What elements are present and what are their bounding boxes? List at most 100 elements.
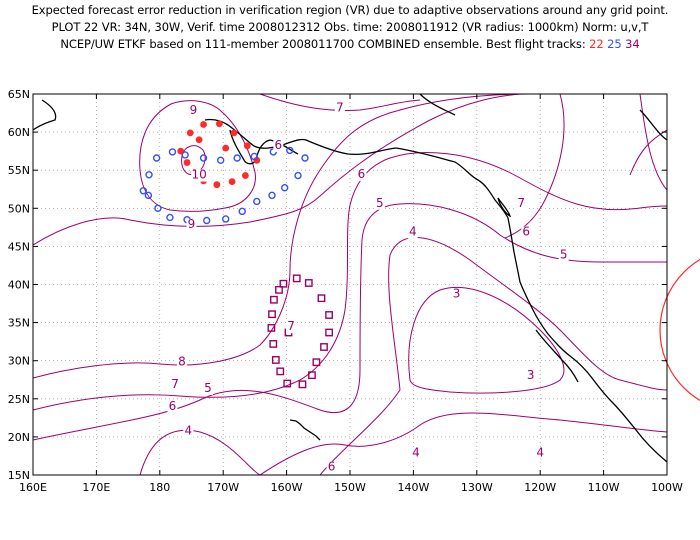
contour-6-west — [33, 152, 667, 411]
lon-tick-label: 120W — [524, 481, 556, 494]
island-vancouver — [497, 197, 512, 218]
lon-tick-label: 130W — [461, 481, 493, 494]
contour-ne-5 — [639, 94, 667, 191]
contour-label: 6 — [275, 138, 283, 152]
contour-label: 7 — [171, 377, 179, 391]
track-22-marker — [241, 172, 249, 179]
track-34-label: 34 — [625, 37, 640, 51]
track-25-marker — [253, 197, 261, 206]
track-22-marker — [228, 178, 236, 186]
header-line-1: Expected forecast error reduction in ver… — [31, 3, 669, 17]
track-25-marker — [269, 148, 277, 156]
track-34-marker — [271, 356, 280, 364]
lon-tick-label: 160W — [271, 481, 303, 494]
contour-lines — [33, 94, 667, 475]
track-22-marker — [253, 156, 261, 164]
track-25-marker — [152, 154, 161, 162]
track-25-label: 25 — [607, 37, 622, 51]
track-34-marker — [275, 285, 283, 294]
contour-label-bg — [410, 447, 421, 460]
lat-tick-label: 40N — [8, 279, 30, 292]
track-22-marker — [186, 129, 194, 137]
contour-ne-7 — [504, 94, 565, 239]
contour-label: 10 — [191, 168, 206, 182]
track-25-marker — [144, 191, 153, 200]
lat-tick-label: 20N — [8, 431, 30, 444]
lat-tick-label: 55N — [8, 164, 30, 177]
contour-label: 8 — [178, 354, 186, 368]
contour-label: 6 — [358, 167, 366, 181]
contour-label: 4 — [409, 225, 417, 239]
contour-label-bg — [191, 169, 208, 182]
contour-label-bg — [202, 382, 213, 395]
track-22-marker — [230, 129, 238, 137]
track-25-marker — [203, 216, 211, 225]
lon-tick-label: 180 — [149, 481, 170, 494]
track-22-marker — [215, 120, 223, 128]
contour-label: 7 — [517, 196, 525, 210]
grid-lines — [33, 94, 667, 475]
contour-label: 6 — [328, 459, 336, 473]
contour-9-outer — [139, 100, 256, 212]
contour-label: 6 — [169, 399, 177, 413]
lon-tick-label: 100W — [651, 481, 683, 494]
contour-label-bg — [176, 356, 187, 369]
track-22-marker — [195, 136, 203, 144]
track-25-marker — [233, 154, 241, 162]
coast-north-ak — [419, 94, 456, 116]
contour-label-bg — [186, 219, 197, 232]
contour-label-bg — [407, 226, 418, 239]
lat-tick-label: 30N — [8, 355, 30, 368]
track-34-marker — [270, 295, 278, 304]
track-25-marker — [168, 148, 177, 156]
track-34-marker — [276, 367, 285, 376]
track-22-marker — [243, 142, 251, 150]
lat-tick-label: 15N — [8, 469, 30, 482]
track-34-marker — [325, 311, 333, 319]
contour-4 — [139, 429, 261, 475]
header-line-3-prefix: NCEP/UW ETKF based on 111-member 2008011… — [60, 37, 586, 51]
lon-tick-label: 160E — [19, 481, 47, 494]
coastlines — [33, 94, 667, 463]
contour-8 — [33, 94, 521, 246]
contour-4-east — [319, 237, 667, 475]
track-25-marker — [139, 187, 148, 195]
contour-label: 4 — [412, 446, 420, 460]
track-25-marker — [181, 151, 189, 159]
track-34-marker — [283, 379, 292, 388]
contour-label: 9 — [190, 103, 198, 117]
track-25-marker — [199, 154, 208, 162]
lon-tick-label: 170E — [82, 481, 110, 494]
contour-ne-4 — [629, 129, 667, 176]
track-25-marker — [268, 191, 276, 200]
lat-tick-label: 45N — [8, 240, 30, 253]
coast-east-corner — [639, 109, 667, 141]
track-25-marker — [280, 184, 289, 192]
track-34-marker — [317, 294, 326, 303]
contour-6-south — [259, 412, 667, 475]
contour-label-bg — [183, 425, 194, 438]
contour-label: 3 — [453, 286, 461, 300]
track-25-marker — [301, 154, 309, 162]
track-34-marker — [325, 328, 333, 337]
contour-label-bg — [535, 447, 546, 460]
track-22-marker — [183, 159, 191, 166]
coast-baja — [535, 329, 579, 383]
track-25-marker — [154, 204, 162, 213]
contour-label-bg — [326, 461, 337, 474]
track-34-marker — [308, 371, 316, 380]
lat-tick-label: 65N — [8, 88, 30, 101]
verification-region-circle — [659, 258, 700, 402]
contour-label: 7 — [287, 319, 295, 333]
lon-tick-label: 140W — [397, 481, 429, 494]
track-25-marker — [294, 171, 302, 180]
track-34-marker — [320, 343, 328, 351]
contour-10-inner — [181, 145, 206, 176]
header-line-3: NCEP/UW ETKF based on 111-member 2008011… — [0, 36, 700, 53]
lat-tick-label: 50N — [8, 202, 30, 215]
contour-label: 7 — [336, 101, 344, 115]
contour-7-north — [259, 94, 421, 111]
track-25-marker — [222, 215, 230, 223]
contour-7-west — [33, 94, 531, 379]
contour-label-bg — [273, 139, 284, 152]
